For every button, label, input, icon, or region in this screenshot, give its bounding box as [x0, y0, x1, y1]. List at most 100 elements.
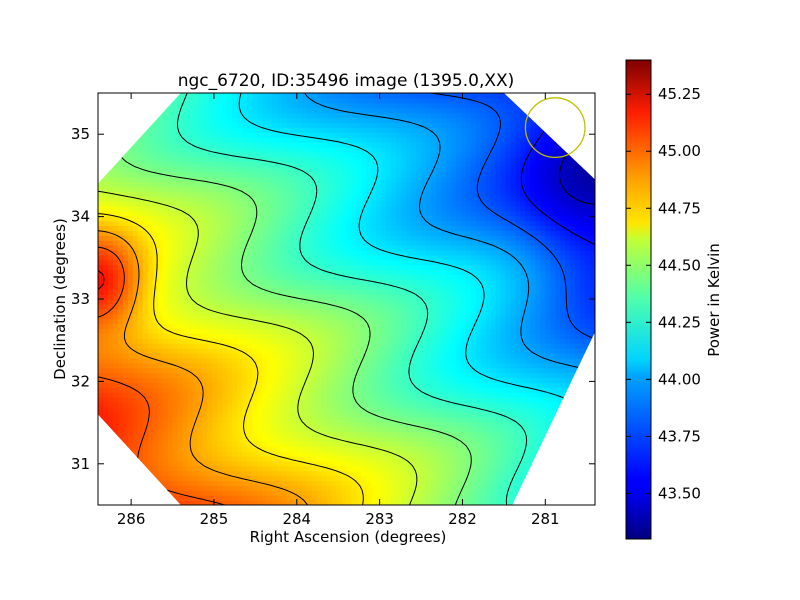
- heatmap-cell: [98, 392, 104, 398]
- heatmap-cell: [430, 343, 437, 349]
- heatmap-cell: [281, 402, 288, 408]
- heatmap-cell: [426, 465, 432, 472]
- heatmap-cell: [545, 495, 551, 501]
- heatmap-cell: [331, 406, 338, 413]
- heatmap-cell: [202, 500, 208, 505]
- heatmap-cell: [107, 308, 114, 315]
- heatmap-cell: [366, 387, 372, 393]
- heatmap-cell: [162, 284, 169, 290]
- heatmap-cell: [351, 372, 358, 379]
- heatmap-cell: [376, 470, 382, 477]
- heatmap-cell: [281, 269, 288, 276]
- heatmap-cell: [202, 406, 208, 413]
- heatmap-cell: [535, 294, 541, 300]
- heatmap-cell: [520, 421, 527, 428]
- heatmap-cell: [411, 367, 417, 374]
- heatmap-cell: [117, 348, 124, 354]
- heatmap-cell: [291, 470, 298, 477]
- heatmap-cell: [440, 303, 447, 310]
- heatmap-cell: [217, 397, 223, 403]
- heatmap-cell: [207, 441, 213, 447]
- heatmap-cell: [475, 431, 482, 437]
- heatmap-cell: [545, 284, 551, 290]
- heatmap-cell: [530, 416, 536, 423]
- heatmap-cell: [435, 357, 442, 364]
- heatmap-cell: [217, 352, 223, 359]
- heatmap-cell: [242, 284, 248, 290]
- heatmap-cell: [575, 333, 581, 339]
- heatmap-cell: [197, 377, 203, 383]
- heatmap-cell: [351, 299, 358, 305]
- heatmap-cell: [485, 303, 492, 310]
- heatmap-cell: [326, 343, 333, 349]
- heatmap-cell: [391, 441, 397, 447]
- heatmap-cell: [192, 362, 198, 369]
- heatmap-cell: [152, 372, 159, 379]
- heatmap-cell: [316, 451, 323, 457]
- heatmap-cell: [217, 269, 223, 276]
- heatmap-cell: [396, 392, 402, 398]
- heatmap-cell: [162, 338, 169, 344]
- heatmap-cell: [147, 338, 154, 344]
- heatmap-cell: [430, 259, 437, 266]
- heatmap-cell: [132, 411, 139, 418]
- heatmap-cell: [406, 323, 412, 330]
- heatmap-cell: [475, 362, 482, 369]
- heatmap-cell: [401, 279, 407, 285]
- heatmap-cell: [580, 284, 586, 290]
- heatmap-cell: [376, 259, 382, 266]
- heatmap-cell: [411, 323, 417, 330]
- heatmap-cell: [396, 269, 402, 276]
- heatmap-cell: [426, 441, 432, 447]
- heatmap-cell: [177, 357, 184, 364]
- heatmap-cell: [162, 465, 169, 472]
- heatmap-cell: [540, 426, 546, 433]
- heatmap-cell: [416, 397, 422, 403]
- heatmap-cell: [296, 455, 303, 462]
- heatmap-cell: [401, 303, 407, 310]
- heatmap-cell: [371, 377, 377, 383]
- heatmap-cell: [485, 495, 492, 501]
- heatmap-cell: [232, 294, 238, 300]
- heatmap-cell: [371, 357, 377, 364]
- heatmap-cell: [257, 392, 263, 398]
- heatmap-cell: [102, 274, 109, 280]
- heatmap-cell: [500, 303, 507, 310]
- heatmap-cell: [212, 382, 218, 388]
- heatmap-cell: [266, 387, 273, 393]
- heatmap-cell: [455, 426, 462, 433]
- heatmap-cell: [237, 343, 243, 349]
- heatmap-cell: [525, 406, 531, 413]
- heatmap-cell: [321, 303, 328, 310]
- heatmap-cell: [440, 451, 447, 457]
- heatmap-cell: [217, 490, 223, 496]
- heatmap-cell: [361, 289, 367, 295]
- heatmap-cell: [127, 313, 134, 320]
- heatmap-cell: [495, 436, 502, 442]
- heatmap-cell: [291, 338, 298, 344]
- heatmap-cell: [555, 284, 561, 290]
- heatmap-cell: [535, 382, 541, 388]
- heatmap-cell: [336, 357, 343, 364]
- heatmap-cell: [570, 490, 576, 496]
- heatmap-cell: [560, 451, 566, 457]
- heatmap-cell: [361, 480, 367, 486]
- heatmap-cell: [406, 397, 412, 403]
- heatmap-cell: [117, 289, 124, 295]
- heatmap-cell: [336, 426, 343, 433]
- heatmap-cell: [331, 480, 338, 486]
- heatmap-cell: [137, 465, 144, 472]
- heatmap-cell: [430, 431, 437, 437]
- heatmap-cell: [470, 460, 477, 467]
- heatmap-cell: [237, 402, 243, 408]
- heatmap-cell: [570, 421, 576, 428]
- heatmap-cell: [217, 470, 223, 477]
- heatmap-cell: [565, 402, 571, 408]
- heatmap-cell: [490, 303, 497, 310]
- heatmap-cell: [440, 362, 447, 369]
- heatmap-cell: [187, 470, 194, 477]
- heatmap-cell: [495, 500, 502, 505]
- heatmap-cell: [142, 264, 149, 271]
- heatmap-cell: [331, 431, 338, 437]
- heatmap-cell: [217, 500, 223, 505]
